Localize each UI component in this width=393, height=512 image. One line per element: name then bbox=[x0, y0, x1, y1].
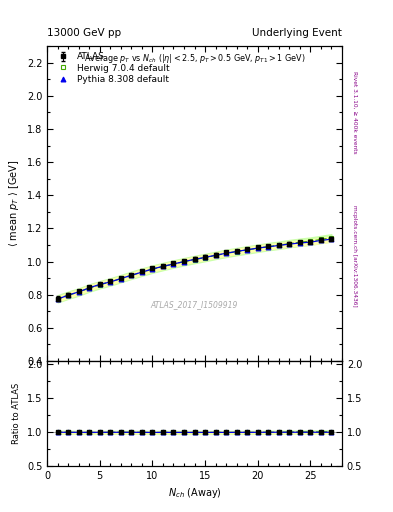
Herwig 7.0.4 default bbox=[287, 241, 292, 247]
Herwig 7.0.4 default bbox=[213, 252, 218, 259]
Pythia 8.308 default bbox=[224, 250, 228, 257]
Herwig 7.0.4 default bbox=[182, 259, 186, 265]
Pythia 8.308 default bbox=[76, 289, 81, 295]
Herwig 7.0.4 default bbox=[298, 239, 302, 245]
Pythia 8.308 default bbox=[287, 241, 292, 247]
Text: 13000 GeV pp: 13000 GeV pp bbox=[47, 28, 121, 38]
Pythia 8.308 default bbox=[182, 259, 186, 265]
Herwig 7.0.4 default bbox=[224, 250, 228, 257]
Pythia 8.308 default bbox=[87, 285, 92, 291]
Y-axis label: Ratio to ATLAS: Ratio to ATLAS bbox=[12, 383, 21, 444]
Herwig 7.0.4 default bbox=[66, 292, 71, 298]
Herwig 7.0.4 default bbox=[97, 282, 102, 288]
Herwig 7.0.4 default bbox=[318, 237, 323, 243]
Herwig 7.0.4 default bbox=[308, 238, 313, 244]
Text: Rivet 3.1.10, ≥ 400k events: Rivet 3.1.10, ≥ 400k events bbox=[352, 71, 357, 154]
Line: Pythia 8.308 default: Pythia 8.308 default bbox=[55, 237, 334, 302]
Pythia 8.308 default bbox=[55, 296, 60, 302]
Pythia 8.308 default bbox=[129, 272, 134, 279]
Pythia 8.308 default bbox=[298, 240, 302, 246]
Herwig 7.0.4 default bbox=[171, 261, 176, 267]
Line: Herwig 7.0.4 default: Herwig 7.0.4 default bbox=[55, 236, 334, 301]
Pythia 8.308 default bbox=[66, 292, 71, 298]
Pythia 8.308 default bbox=[150, 266, 155, 272]
Herwig 7.0.4 default bbox=[119, 275, 123, 282]
Herwig 7.0.4 default bbox=[150, 266, 155, 272]
Pythia 8.308 default bbox=[266, 244, 270, 250]
Herwig 7.0.4 default bbox=[276, 242, 281, 248]
Herwig 7.0.4 default bbox=[192, 257, 197, 263]
Pythia 8.308 default bbox=[329, 236, 334, 242]
Herwig 7.0.4 default bbox=[87, 285, 92, 291]
Herwig 7.0.4 default bbox=[129, 272, 134, 279]
Herwig 7.0.4 default bbox=[161, 263, 165, 269]
Pythia 8.308 default bbox=[203, 254, 208, 261]
Text: mcplots.cern.ch [arXiv:1306.3436]: mcplots.cern.ch [arXiv:1306.3436] bbox=[352, 205, 357, 307]
Herwig 7.0.4 default bbox=[234, 248, 239, 254]
Pythia 8.308 default bbox=[192, 257, 197, 263]
Herwig 7.0.4 default bbox=[266, 244, 270, 250]
Herwig 7.0.4 default bbox=[76, 289, 81, 295]
Pythia 8.308 default bbox=[161, 263, 165, 269]
Pythia 8.308 default bbox=[140, 269, 144, 275]
Pythia 8.308 default bbox=[234, 248, 239, 254]
Text: ATLAS_2017_I1509919: ATLAS_2017_I1509919 bbox=[151, 300, 238, 309]
Herwig 7.0.4 default bbox=[108, 279, 113, 285]
Pythia 8.308 default bbox=[171, 261, 176, 267]
Pythia 8.308 default bbox=[108, 279, 113, 285]
Text: Underlying Event: Underlying Event bbox=[252, 28, 342, 38]
Text: Average $p_T$ vs $N_{ch}$ ($|\eta| < 2.5$, $p_T > 0.5$ GeV, $p_{T1} > 1$ GeV): Average $p_T$ vs $N_{ch}$ ($|\eta| < 2.5… bbox=[84, 52, 305, 66]
Y-axis label: $\langle$ mean $p_T$ $\rangle$ [GeV]: $\langle$ mean $p_T$ $\rangle$ [GeV] bbox=[7, 160, 21, 247]
Pythia 8.308 default bbox=[245, 247, 250, 253]
Herwig 7.0.4 default bbox=[140, 269, 144, 275]
Pythia 8.308 default bbox=[119, 275, 123, 282]
Pythia 8.308 default bbox=[213, 252, 218, 258]
Herwig 7.0.4 default bbox=[55, 296, 60, 302]
Herwig 7.0.4 default bbox=[255, 245, 260, 251]
Pythia 8.308 default bbox=[308, 239, 313, 245]
Herwig 7.0.4 default bbox=[203, 254, 208, 261]
Legend: ATLAS, Herwig 7.0.4 default, Pythia 8.308 default: ATLAS, Herwig 7.0.4 default, Pythia 8.30… bbox=[51, 51, 171, 86]
Pythia 8.308 default bbox=[276, 242, 281, 248]
X-axis label: $N_{ch}$ (Away): $N_{ch}$ (Away) bbox=[167, 486, 222, 500]
Herwig 7.0.4 default bbox=[329, 235, 334, 241]
Herwig 7.0.4 default bbox=[245, 247, 250, 253]
Pythia 8.308 default bbox=[255, 245, 260, 251]
Pythia 8.308 default bbox=[318, 238, 323, 244]
Pythia 8.308 default bbox=[97, 281, 102, 287]
